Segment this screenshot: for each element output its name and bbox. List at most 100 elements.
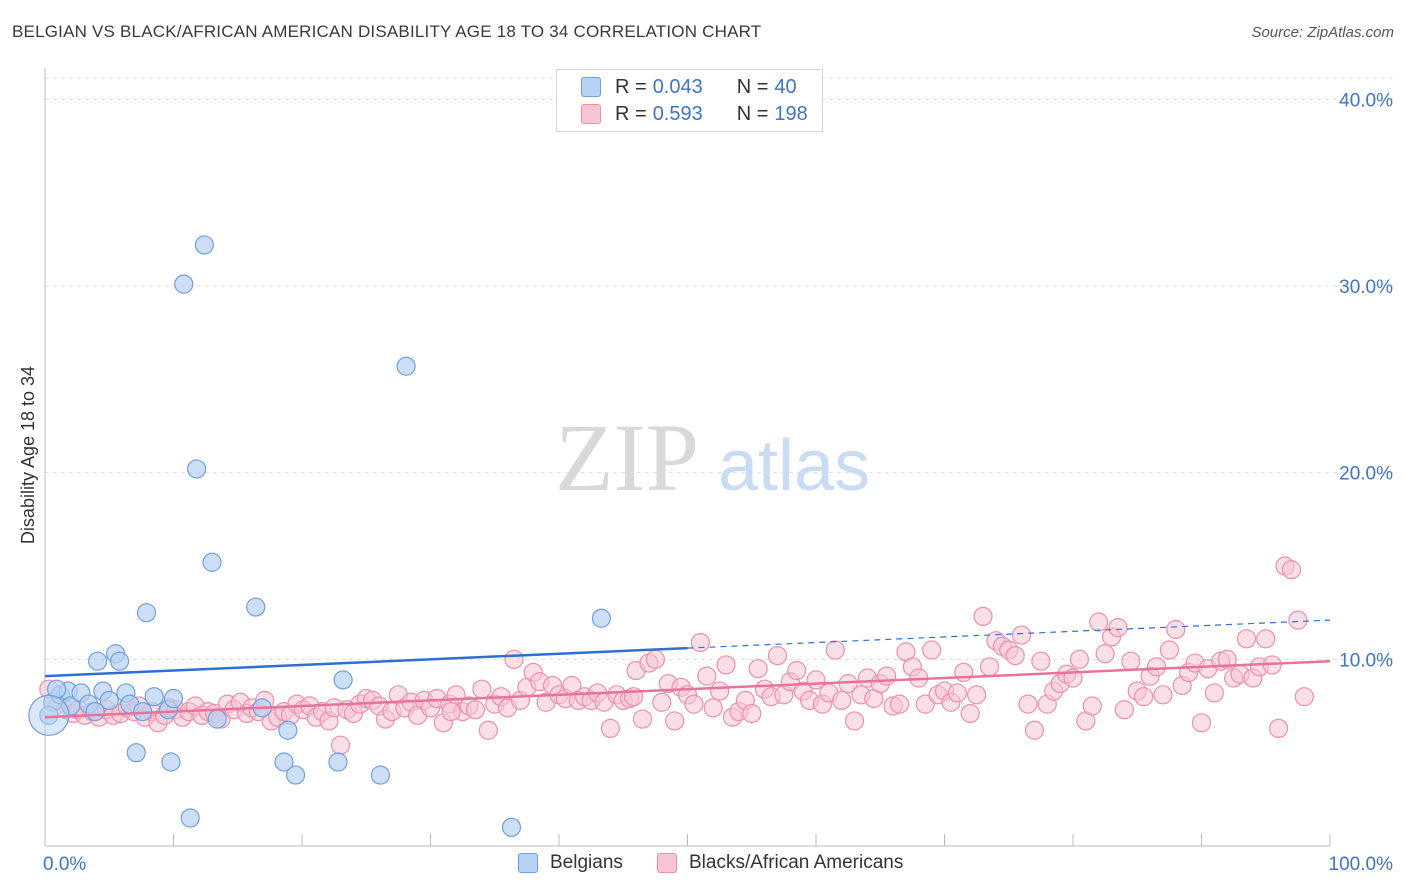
pink-point xyxy=(652,692,672,712)
blue-point xyxy=(207,709,227,729)
pink-point xyxy=(825,640,845,660)
pink-point xyxy=(1095,644,1115,664)
watermark-zip: ZIP xyxy=(555,404,699,511)
pink-point xyxy=(1134,687,1154,707)
pink-point xyxy=(1024,720,1045,740)
pink-point xyxy=(1031,651,1051,671)
blue-point xyxy=(285,765,306,785)
blue-point xyxy=(161,752,181,772)
pink-point xyxy=(960,703,980,724)
blue-point xyxy=(501,817,522,837)
blue-point xyxy=(187,459,207,479)
pink-point xyxy=(922,640,942,660)
blue-point xyxy=(274,752,294,772)
pink-point xyxy=(748,659,768,679)
pink-point xyxy=(1153,685,1173,705)
pink-point xyxy=(1166,619,1186,640)
pink-series-points xyxy=(39,556,1314,755)
pink-point xyxy=(954,662,974,683)
blue-point xyxy=(144,687,164,707)
pink-point xyxy=(684,694,704,714)
pink-point xyxy=(645,649,665,669)
blue-point xyxy=(180,808,200,828)
watermark-atlas: atlas xyxy=(718,426,870,506)
legend-swatch-pink xyxy=(581,104,601,124)
blue-trend-line xyxy=(44,646,688,678)
y-tick-label: 10.0% xyxy=(1339,650,1393,671)
blue-point xyxy=(174,274,194,294)
blue-point xyxy=(163,688,184,709)
blue-point xyxy=(591,608,612,628)
pink-point xyxy=(703,698,723,718)
pink-point xyxy=(1146,657,1167,677)
legend-swatch-blue xyxy=(581,77,601,97)
blue-point xyxy=(202,552,222,572)
bottom-legend-swatch-pink xyxy=(657,853,677,873)
pink-point xyxy=(832,690,852,711)
pink-point xyxy=(478,720,498,740)
pink-point xyxy=(1011,625,1032,645)
pink-point xyxy=(1236,629,1257,649)
pink-point xyxy=(716,655,736,675)
pink-point xyxy=(767,645,788,666)
tick-labels: 10.0% 20.0% 30.0% 40.0% 0.0% 100.0% xyxy=(43,90,1393,875)
pink-point xyxy=(1191,713,1212,733)
pink-point xyxy=(465,700,486,720)
pink-point xyxy=(1018,694,1038,714)
pink-point xyxy=(1204,683,1224,703)
pink-point xyxy=(1268,718,1289,739)
pink-point xyxy=(787,660,807,681)
bottom-legend-label: Belgians xyxy=(550,852,623,873)
pink-point xyxy=(710,681,730,701)
legend: R = 0.043 N = 40 R = 0.593 N = 198 xyxy=(556,69,823,132)
blue-series-points xyxy=(28,235,612,837)
legend-r-value: 0.043 xyxy=(652,75,703,98)
blue-point xyxy=(136,603,157,623)
legend-r-label: R = xyxy=(615,75,647,98)
bottom-legend-label: Blacks/African Americans xyxy=(689,852,904,873)
pink-point xyxy=(1069,649,1090,669)
pink-point xyxy=(1114,700,1135,720)
pink-point xyxy=(665,711,685,731)
pink-point xyxy=(441,701,461,722)
pink-point xyxy=(1281,560,1302,580)
pink-point xyxy=(504,649,524,669)
pink-point xyxy=(1256,629,1276,649)
pink-point xyxy=(1294,687,1314,707)
y-axis-label: Disability Age 18 to 34 xyxy=(18,366,38,544)
pink-point xyxy=(1121,651,1141,671)
pink-point xyxy=(973,606,993,627)
pink-point xyxy=(1288,610,1308,630)
blue-point xyxy=(370,765,390,785)
pink-point xyxy=(844,711,865,731)
pink-point xyxy=(1108,617,1128,638)
legend-n-label: N = xyxy=(736,75,769,98)
x-tick-label: 100.0% xyxy=(1329,854,1394,875)
pink-point xyxy=(1089,612,1109,632)
y-tick-label: 20.0% xyxy=(1339,464,1393,485)
blue-point xyxy=(99,690,119,711)
pink-point xyxy=(330,735,351,755)
pink-point xyxy=(979,657,1000,677)
legend-n-label: N = xyxy=(736,102,769,125)
blue-point xyxy=(109,651,130,671)
legend-n-value: 40 xyxy=(774,75,797,98)
blue-point xyxy=(278,720,298,740)
pink-point xyxy=(1159,640,1179,660)
bottom-legend-blacks: Blacks/African Americans xyxy=(657,852,903,874)
blue-point xyxy=(246,597,266,617)
grid-lines xyxy=(45,77,1395,660)
bottom-legend-swatch-blue xyxy=(518,853,538,873)
pink-point xyxy=(632,709,653,729)
chart-title: BELGIAN VS BLACK/AFRICAN AMERICAN DISABI… xyxy=(12,22,762,41)
axes xyxy=(44,68,1331,847)
legend-r-label: R = xyxy=(615,102,647,125)
legend-n-value: 198 xyxy=(774,102,808,125)
y-tick-label: 30.0% xyxy=(1339,277,1393,298)
pink-point xyxy=(690,632,710,653)
trend-lines xyxy=(44,619,1331,719)
pink-point xyxy=(600,718,621,739)
blue-point xyxy=(126,743,146,763)
pink-point xyxy=(697,666,717,686)
